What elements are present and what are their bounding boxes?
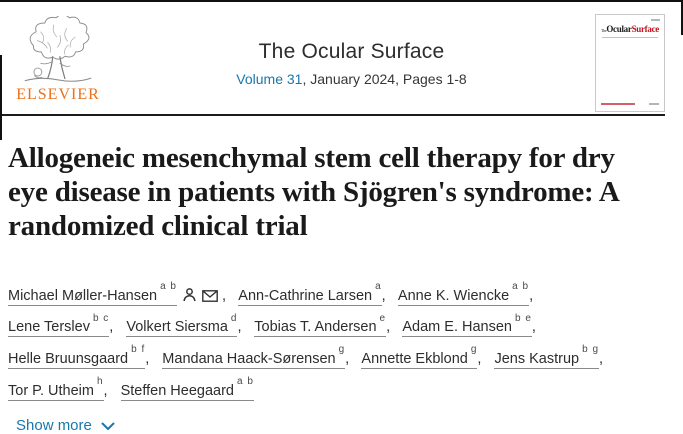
author: Tobias T. Andersene, [254, 312, 391, 338]
author-list: Michael Møller-Hansena b , Ann-Cathrine … [8, 278, 640, 405]
journal-title-link[interactable]: The Ocular Surface [258, 40, 445, 63]
author: Annette Ekblondg, [361, 344, 482, 370]
cover-masthead: TheOcularSurface [599, 25, 661, 34]
journal-header: ELSEVIER The Ocular Surface Volume 31, J… [0, 2, 683, 112]
author-name-link[interactable]: Steffen Heegaarda b [120, 376, 254, 402]
author-separator: , [381, 287, 386, 304]
author-separator: , [531, 319, 536, 336]
author-name-link[interactable]: Adam E. Hansenb e [402, 312, 532, 338]
author-separator: , [599, 351, 604, 368]
author: Adam E. Hansenb e, [402, 312, 536, 338]
author-separator: , [345, 351, 350, 368]
envelope-icon[interactable] [202, 289, 218, 302]
screen-edge-artifact [0, 55, 2, 140]
author: Volkert Siersmad, [126, 312, 242, 338]
issue-info: , January 2024, Pages 1-8 [302, 71, 467, 87]
cover-footer-url [601, 103, 635, 105]
journal-meta: The Ocular Surface Volume 31, January 20… [108, 14, 595, 87]
author-name-link[interactable]: Michael Møller-Hansena b [8, 280, 177, 306]
elsevier-wordmark: ELSEVIER [16, 86, 100, 103]
author-separator: , [477, 351, 482, 368]
author-separator: , [386, 319, 391, 336]
author-name-link[interactable]: Ann-Cathrine Larsena [238, 280, 382, 306]
cover-subtitle-rule [602, 37, 658, 38]
author-name-link[interactable]: Jens Kastrupb g [494, 344, 600, 370]
author-separator: , [237, 319, 242, 336]
author: Jens Kastrupb g, [494, 344, 604, 370]
author-name-link[interactable]: Annette Ekblondg [361, 344, 478, 370]
author-separator: , [103, 383, 108, 400]
issue-line: Volume 31, January 2024, Pages 1-8 [108, 71, 595, 87]
cover-word-surface: Surface [631, 24, 660, 34]
author: Tor P. Utheimh, [8, 376, 108, 402]
author-name-link[interactable]: Lene Terslevb c [8, 312, 110, 338]
elsevier-logo[interactable]: ELSEVIER [8, 14, 108, 103]
cover-volume-tag [651, 19, 660, 21]
author-icons [177, 287, 218, 304]
author-separator: , [529, 287, 534, 304]
author: Steffen Heegaarda b [120, 376, 254, 402]
author: Mandana Haack-Sørenseng, [162, 344, 350, 370]
header-divider [2, 114, 665, 116]
author-name-link[interactable]: Helle Bruunsgaardb f [8, 344, 146, 370]
article-title: Allogeneic mesenchymal stem cell therapy… [8, 142, 619, 242]
author-name-link[interactable]: Anne K. Wienckea b [397, 280, 530, 306]
person-icon[interactable] [183, 287, 196, 302]
cover-the: The [601, 28, 607, 33]
author: Helle Bruunsgaardb f, [8, 344, 150, 370]
article-head: Allogeneic mesenchymal stem cell therapy… [0, 142, 683, 434]
author-separator: , [217, 287, 227, 304]
author-name-link[interactable]: Mandana Haack-Sørenseng [162, 344, 346, 370]
author-name-link[interactable]: Tobias T. Andersene [254, 312, 387, 338]
show-more-label: Show more [16, 417, 92, 434]
chevron-down-icon [101, 422, 115, 431]
author: Michael Møller-Hansena b , [8, 280, 227, 306]
cover-word-ocular: Ocular [606, 24, 632, 34]
author-name-link[interactable]: Volkert Siersmad [126, 312, 238, 338]
author-separator: , [145, 351, 150, 368]
journal-cover-thumbnail[interactable]: TheOcularSurface [595, 14, 665, 112]
author-separator: , [109, 319, 114, 336]
author: Anne K. Wienckea b, [397, 280, 534, 306]
author: Lene Terslevb c, [8, 312, 114, 338]
cover-footer-issn [649, 103, 659, 105]
author: Ann-Cathrine Larsena, [238, 280, 386, 306]
screen-edge-artifact [681, 2, 683, 35]
author-name-link[interactable]: Tor P. Utheimh [8, 376, 104, 402]
volume-link[interactable]: Volume 31 [236, 71, 303, 87]
elsevier-tree-icon [24, 16, 92, 82]
show-more-button[interactable]: Show more [16, 415, 115, 434]
